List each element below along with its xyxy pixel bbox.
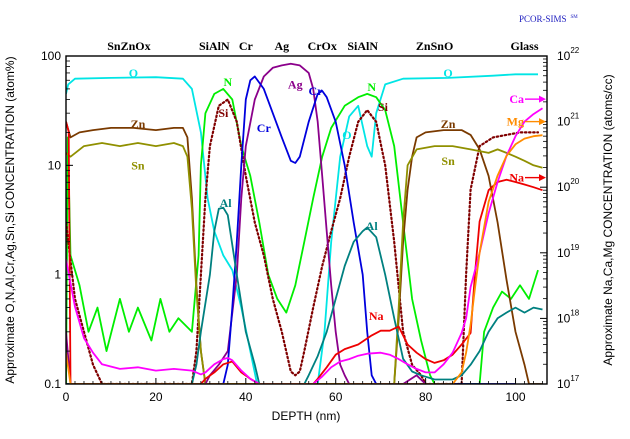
curve-label-na: Na (369, 309, 384, 323)
curve-label-o: O (342, 128, 351, 142)
x-axis-label: DEPTH (nm) (272, 409, 341, 423)
y-right-axis-label: Approximate Na,Ca,Mg CONCENTRATION (atom… (601, 74, 615, 365)
curve-label-n: N (223, 75, 232, 89)
x-tick-label: 0 (63, 390, 70, 404)
layer-label-1: SiAlN (199, 39, 230, 53)
y-left-tick-label: 100 (41, 49, 61, 63)
curve-label-si: Si (218, 106, 229, 120)
series-ca-line (66, 107, 543, 384)
brand-mark: PCOR-SIMS SM (519, 14, 578, 24)
curve-label-zn: Zn (131, 117, 146, 131)
brand-text: PCOR-SIMS (519, 14, 567, 24)
series-n-line (66, 88, 539, 384)
series-sn-line (66, 142, 543, 384)
y-right-tick-label: 1019 (557, 243, 580, 260)
y-right-tick-label: 1021 (557, 112, 580, 129)
y-right-tick-label: 1017 (557, 374, 580, 391)
curve-label-n: N (367, 80, 376, 94)
series-al-line (66, 206, 543, 384)
y-right-tick-label: 1018 (557, 308, 580, 325)
series-cr-line (66, 75, 516, 384)
x-tick-label: 20 (149, 390, 163, 404)
y-right-tick-label: 1020 (557, 177, 580, 194)
curve-label-cr: Cr (257, 121, 272, 135)
y-left-tick-label: 1 (54, 268, 61, 282)
series-na-line (66, 121, 543, 384)
edge-label-na: Na (509, 171, 524, 185)
layer-labels: SnZnOx SiAlN Cr Ag CrOx SiAlN ZnSnO Glass (107, 39, 539, 53)
x-tick-label: 60 (329, 390, 343, 404)
curve-label-si: Si (378, 100, 389, 114)
x-tick-label: 100 (506, 390, 526, 404)
y-right-tick-label: 1022 (557, 46, 580, 63)
service-mark: SM (570, 15, 578, 20)
series-mg-line (66, 134, 543, 384)
layer-label-3: Ag (274, 39, 289, 53)
y-left-tick-label: 10 (48, 158, 62, 172)
y-left-tick-label: 0.1 (44, 377, 61, 391)
series-lines (66, 62, 543, 384)
curve-label-o: O (129, 66, 138, 80)
curve-label-zn: Zn (441, 117, 456, 131)
curve-label-o: O (443, 66, 452, 80)
layer-label-4: CrOx (308, 39, 337, 53)
series-ag-line (66, 62, 449, 384)
curve-label-ag: Ag (288, 77, 303, 91)
plot-frame (65, 55, 548, 385)
curve-label-cr: Cr (308, 84, 323, 98)
x-tick-label: 40 (239, 390, 253, 404)
curve-label-al: Al (366, 219, 379, 233)
edge-arrowhead-na (539, 174, 546, 182)
edge-label-ca: Ca (509, 92, 524, 106)
edge-arrowhead-ca (539, 95, 546, 103)
series-si-line (66, 98, 540, 384)
series-o-line (66, 73, 538, 384)
curve-label-sn: Sn (131, 158, 145, 172)
y-left-axis-label: Approximate O,N,Al,Cr,Ag,Sn,Si CONCENTRA… (3, 56, 17, 383)
curve-label-al: Al (220, 196, 233, 210)
layer-label-6: ZnSnO (416, 39, 453, 53)
layer-label-2: Cr (239, 39, 254, 53)
layer-label-7: Glass (511, 39, 539, 53)
x-tick-label: 80 (419, 390, 433, 404)
curve-label-sn: Sn (441, 154, 455, 168)
layer-label-0: SnZnOx (107, 39, 150, 53)
edge-arrowhead-mg (539, 118, 546, 126)
axis-ticks: 0 20 40 60 80 100 0.1 1 10 100 1017 1018 1019 1020 102… (41, 46, 580, 404)
layer-label-5: SiAlN (347, 39, 378, 53)
edge-label-mg: Mg (507, 115, 524, 129)
